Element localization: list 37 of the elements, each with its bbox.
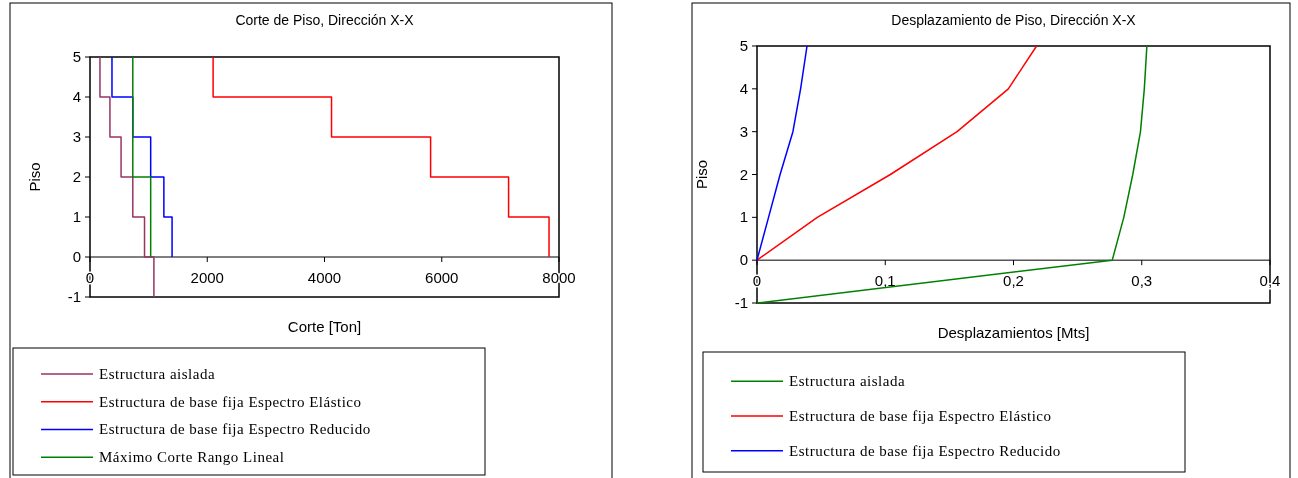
y-tick-label: -1 — [67, 288, 81, 305]
x-tick-label: 2000 — [190, 269, 224, 286]
y-tick-label: 3 — [739, 122, 748, 140]
y-tick-label: 5 — [72, 48, 81, 65]
line-series — [756, 45, 1038, 261]
x-tick-label: 0,1 — [874, 272, 896, 290]
x-tick-label: 4000 — [307, 269, 342, 286]
legend-label: Estructura aislada — [789, 373, 906, 390]
legend-label: Estructura de base fija Espectro Elástico — [99, 393, 362, 410]
y-tick-label: 1 — [72, 208, 81, 225]
legend-label: Estructura de base fija Espectro Elástico — [789, 408, 1052, 424]
line-series — [756, 45, 808, 261]
x-axis-title: Desplazamientos [Mts] — [937, 324, 1090, 341]
y-tick-label: 0 — [739, 251, 748, 269]
chart-title: Desplazamiento de Piso, Dirección X-X — [891, 12, 1137, 28]
y-tick-label: 1 — [739, 208, 748, 226]
y-tick-label: 0 — [72, 248, 81, 265]
y-axis-title: Piso — [26, 162, 43, 192]
x-tick-label: 6000 — [425, 269, 459, 286]
y-tick-label: -1 — [734, 294, 748, 311]
y-tick-label: 4 — [72, 88, 81, 105]
line-series — [212, 56, 550, 258]
y-tick-label: 5 — [739, 37, 748, 54]
y-tick-label: 3 — [72, 128, 81, 145]
legend-label: Estructura aislada — [99, 365, 216, 382]
y-tick-label: 2 — [72, 168, 81, 185]
legend-label: Máximo Corte Rango Lineal — [99, 449, 285, 466]
legend-label: Estructura de base fija Espectro Reducido — [99, 421, 371, 438]
y-tick-label: 2 — [739, 165, 748, 183]
chart-title: Corte de Piso, Dirección X-X — [235, 12, 415, 28]
x-tick-label: 0,3 — [1131, 272, 1153, 290]
y-axis-title: Piso — [693, 159, 710, 190]
x-tick-label: 0,2 — [1003, 272, 1024, 290]
legend-label: Estructura de base fija Espectro Reducido — [789, 442, 1061, 459]
line-series — [99, 56, 155, 298]
y-tick-label: 4 — [739, 79, 748, 97]
x-axis-title: Corte [Ton] — [287, 318, 362, 335]
